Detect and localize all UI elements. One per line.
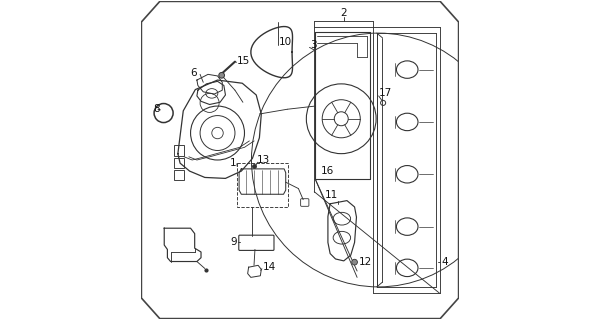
Text: 14: 14 — [263, 262, 276, 272]
Text: 9: 9 — [230, 237, 237, 247]
Text: 6: 6 — [190, 68, 197, 78]
Circle shape — [352, 259, 358, 265]
Text: 8: 8 — [153, 104, 160, 114]
Text: 1: 1 — [230, 157, 236, 168]
Text: 16: 16 — [321, 166, 335, 176]
Text: 10: 10 — [278, 37, 292, 47]
Text: 4: 4 — [441, 257, 448, 267]
Text: 13: 13 — [257, 155, 271, 165]
Text: 2: 2 — [340, 8, 347, 19]
Text: 11: 11 — [325, 190, 338, 200]
Circle shape — [219, 72, 224, 78]
Text: 15: 15 — [237, 56, 250, 66]
Text: 12: 12 — [359, 257, 372, 267]
Text: 3: 3 — [310, 40, 317, 50]
Text: 17: 17 — [379, 88, 392, 98]
